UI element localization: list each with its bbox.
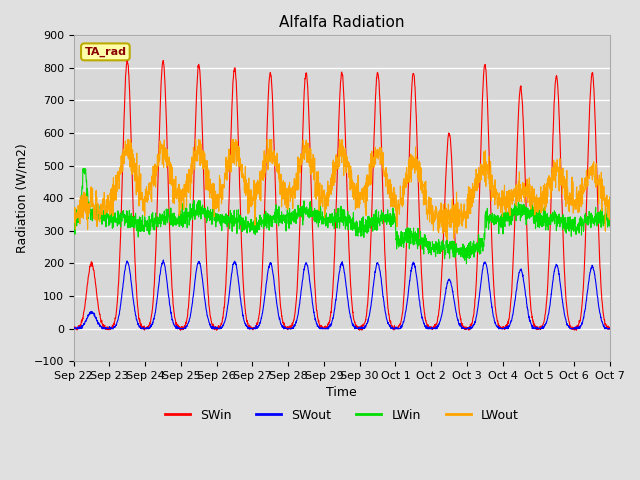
Title: Alfalfa Radiation: Alfalfa Radiation <box>279 15 404 30</box>
Text: TA_rad: TA_rad <box>84 47 126 57</box>
X-axis label: Time: Time <box>326 386 357 399</box>
Legend: SWin, SWout, LWin, LWout: SWin, SWout, LWin, LWout <box>160 404 524 427</box>
Y-axis label: Radiation (W/m2): Radiation (W/m2) <box>15 144 28 253</box>
